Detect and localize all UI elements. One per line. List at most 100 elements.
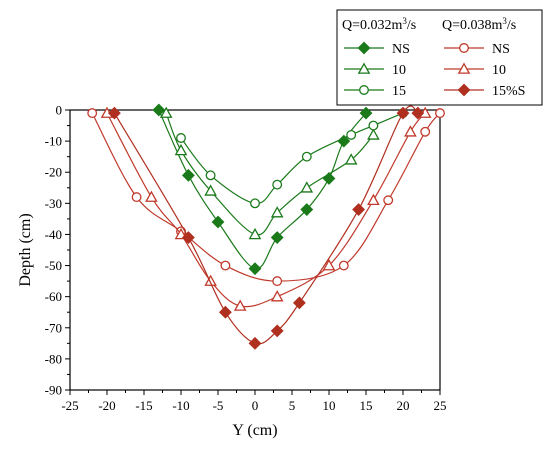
data-point — [367, 128, 380, 140]
legend-group-title: Q=0.032m3/s — [342, 16, 416, 33]
series-0 — [152, 103, 373, 276]
legend-group-title-unit: /s — [407, 18, 416, 33]
series-layer — [87, 103, 445, 350]
legend-group-title-sup: 3 — [502, 16, 507, 26]
legend-entry-label: 15%S — [492, 84, 525, 99]
series-line — [106, 112, 426, 308]
y-tick-label: -20 — [45, 165, 62, 180]
data-point — [176, 133, 186, 143]
data-point — [352, 203, 366, 216]
data-point — [404, 125, 417, 137]
data-point — [270, 324, 284, 338]
data-point — [435, 108, 445, 119]
legend-entry-label: NS — [492, 42, 510, 57]
legend-entry-label: 10 — [492, 63, 506, 78]
data-point — [367, 193, 380, 206]
x-tick-label: 10 — [323, 398, 336, 413]
x-tick-label: 20 — [397, 398, 410, 413]
y-tick-label: -10 — [45, 134, 62, 149]
data-point — [300, 203, 314, 216]
x-tick-label: -25 — [61, 398, 78, 413]
legend-marker — [457, 83, 471, 97]
data-point — [211, 215, 225, 229]
axes: -25 -20 -15 -10 -5 0 5 10 15 20 250-10-20-30-40-50… — [45, 103, 447, 414]
data-point — [250, 198, 260, 209]
data-point — [411, 106, 425, 120]
legend-marker — [459, 43, 469, 53]
data-point — [131, 192, 142, 203]
data-point — [383, 195, 394, 206]
legend-marker — [357, 41, 371, 55]
legend-group-title-main: Q=0.038m — [442, 18, 503, 33]
x-tick-label: 5 — [289, 398, 296, 413]
legend-group-title: Q=0.038m3/s — [442, 16, 516, 33]
data-point — [233, 299, 247, 311]
data-point — [159, 106, 173, 118]
y-tick-label: -50 — [45, 258, 62, 273]
data-point — [152, 103, 166, 117]
data-point — [359, 106, 373, 120]
data-point — [145, 190, 158, 202]
data-point — [220, 260, 231, 271]
data-point — [292, 296, 306, 310]
legend-entry-label: 10 — [392, 63, 406, 78]
x-tick-label: -10 — [172, 398, 189, 413]
data-point — [270, 206, 284, 218]
y-tick-label: -90 — [45, 383, 62, 398]
x-tick-label: -20 — [98, 398, 115, 413]
legend-box — [336, 9, 543, 106]
data-point — [181, 168, 195, 182]
data-point — [204, 274, 217, 286]
data-point — [181, 231, 195, 244]
data-point — [300, 181, 314, 193]
data-point — [301, 151, 312, 162]
legend-entry-label: 15 — [392, 84, 406, 99]
data-point — [338, 260, 349, 271]
legend-marker — [457, 62, 471, 74]
data-point — [248, 262, 262, 276]
series-4 — [100, 106, 432, 311]
series-line — [165, 112, 374, 236]
data-point — [174, 143, 188, 156]
data-point — [396, 106, 410, 120]
series-3 — [87, 108, 445, 287]
series-line — [113, 105, 419, 345]
y-tick-label: -80 — [45, 351, 62, 366]
series-line — [158, 109, 367, 270]
x-tick-label: 15 — [360, 398, 373, 413]
data-point — [272, 179, 283, 190]
data-point — [218, 305, 232, 319]
y-tick-label: -60 — [45, 289, 62, 304]
x-tick-label: -5 — [213, 398, 224, 413]
data-point — [270, 290, 284, 302]
legend-marker — [357, 62, 371, 74]
data-point — [272, 276, 283, 287]
data-point — [87, 108, 98, 119]
data-point — [344, 153, 358, 165]
data-point — [107, 106, 121, 120]
data-point — [204, 184, 217, 196]
x-axis-label: Y (cm) — [232, 422, 277, 439]
legend-group-title-sup: 3 — [402, 16, 407, 26]
legend-marker — [359, 85, 369, 95]
data-point — [248, 227, 262, 240]
y-tick-label: -40 — [45, 227, 62, 242]
y-tick-label: -30 — [45, 196, 62, 211]
legend-entry-label: NS — [392, 42, 410, 57]
data-point — [270, 231, 284, 244]
data-point — [322, 259, 336, 271]
legend-group-title-main: Q=0.032m — [342, 18, 403, 33]
y-axis-label: Depth (cm) — [17, 213, 34, 286]
data-point — [248, 336, 262, 350]
data-point — [346, 129, 357, 140]
data-point — [368, 120, 379, 131]
x-tick-label: -15 — [135, 398, 152, 413]
data-point — [205, 170, 216, 181]
x-tick-label: 0 — [252, 398, 259, 413]
x-tick-label: 25 — [434, 398, 447, 413]
legend-group-title-unit: /s — [507, 18, 516, 33]
series-5 — [107, 105, 425, 350]
y-tick-label: 0 — [56, 103, 63, 118]
